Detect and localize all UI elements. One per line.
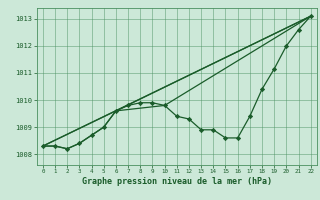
X-axis label: Graphe pression niveau de la mer (hPa): Graphe pression niveau de la mer (hPa)	[82, 177, 272, 186]
